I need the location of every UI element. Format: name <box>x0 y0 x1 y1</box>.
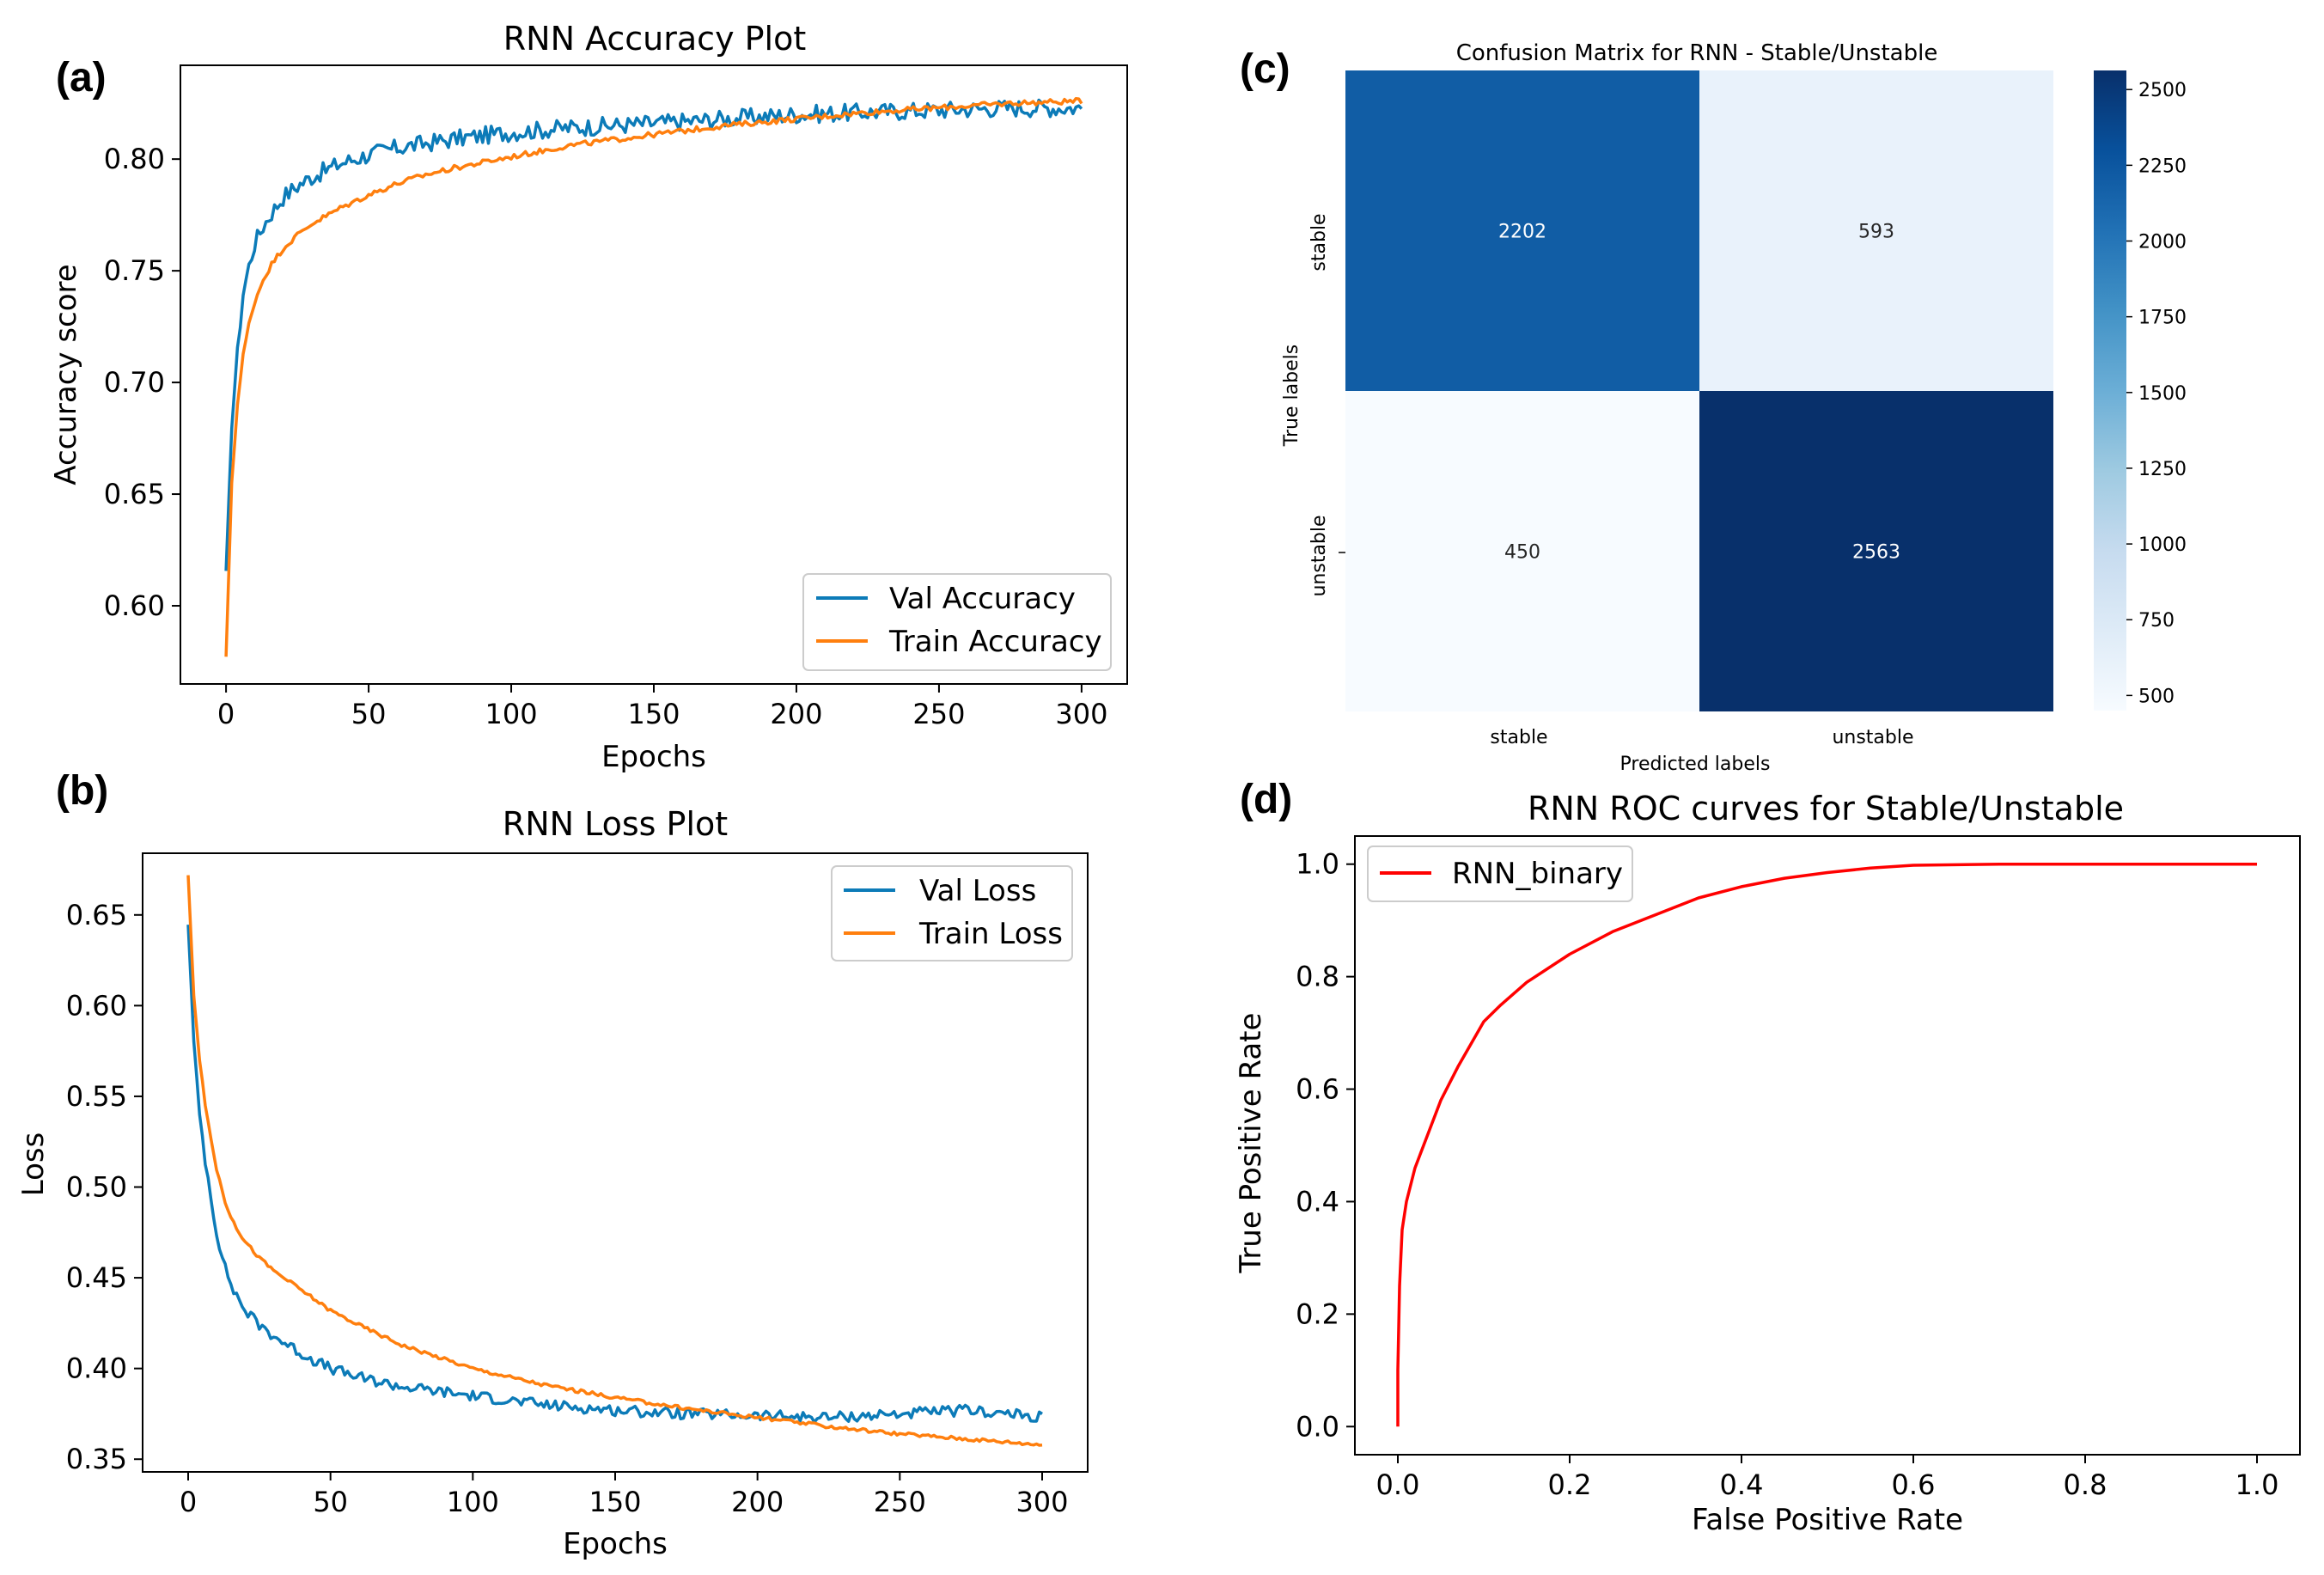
y-tick-label: 0.45 <box>66 1261 127 1294</box>
cm-x-axis-label: Predicted labels <box>1620 754 1771 775</box>
colorbar: 500 750 1000 1250 1500 1750 2000 2250 2500 <box>2094 70 2187 711</box>
cm-x-tick-unstable: unstable <box>1832 727 1913 748</box>
roc-chart-title: RNN ROC curves for Stable/Unstable <box>1528 790 2124 827</box>
legend-label-val-accuracy: Val Accuracy <box>889 582 1076 616</box>
x-tick-label: 0.8 <box>2064 1468 2107 1501</box>
confusion-matrix-title: Confusion Matrix for RNN - Stable/Unstab… <box>1456 40 1938 66</box>
accuracy-legend: Val Accuracy Train Accuracy <box>802 573 1112 671</box>
y-tick-label: 0.40 <box>66 1352 127 1385</box>
cm-cell-unstable-unstable <box>1699 391 2053 711</box>
loss-y-axis-label: Loss <box>16 1132 51 1197</box>
x-tick-label: 250 <box>874 1486 926 1518</box>
y-tick-label: 0.2 <box>1296 1297 1339 1330</box>
rnn-binary-line <box>1396 862 2257 1427</box>
cm-value-unstable-stable: 450 <box>1504 542 1540 564</box>
colorbar-gradient <box>2094 70 2126 711</box>
x-tick-label: 0 <box>217 698 235 730</box>
legend-label-rnn-binary: RNN_binary <box>1452 857 1623 891</box>
loss-chart-title: RNN Loss Plot <box>503 805 728 843</box>
cm-y-axis-label: True labels <box>1281 345 1302 447</box>
accuracy-chart: (a) RNN Accuracy Plot 0 50 100 150 200 250 300… <box>49 20 1128 774</box>
panel-label-b: (b) <box>56 768 108 814</box>
x-tick-label: 0.2 <box>1548 1468 1592 1501</box>
y-tick-label: 0.70 <box>104 366 165 399</box>
colorbar-tick-label: 1250 <box>2138 459 2187 480</box>
x-tick-label: 0.6 <box>1892 1468 1936 1501</box>
roc-chart: (d) RNN ROC curves for Stable/Unstable 0… <box>1234 777 2301 1537</box>
cm-cell-stable-stable <box>1345 70 1699 391</box>
roc-legend-box <box>1367 845 1633 902</box>
y-tick-label: 0.60 <box>104 589 165 622</box>
cm-value-stable-unstable: 593 <box>1858 222 1894 243</box>
panel-label-a: (a) <box>56 55 107 101</box>
colorbar-tick-label: 500 <box>2138 686 2175 707</box>
train-accuracy-line <box>224 96 1083 657</box>
x-tick-label: 50 <box>351 698 387 730</box>
roc-legend: RNN_binary <box>1367 845 1633 902</box>
x-tick-label: 0 <box>180 1486 197 1518</box>
x-tick-label: 200 <box>770 698 822 730</box>
loss-legend: Val Loss Train Loss <box>831 865 1073 961</box>
legend-label-train-accuracy: Train Accuracy <box>888 625 1102 659</box>
colorbar-tick-label: 750 <box>2138 610 2175 632</box>
train-loss-line <box>186 875 1043 1447</box>
x-tick-label: 100 <box>485 698 537 730</box>
val-loss-line <box>186 925 1043 1424</box>
roc-plot-frame <box>1354 835 2301 1456</box>
x-tick-label: 0.0 <box>1376 1468 1420 1501</box>
accuracy-legend-box <box>802 573 1112 671</box>
cm-y-tick-unstable: unstable <box>1308 515 1330 596</box>
val-accuracy-line <box>224 98 1083 571</box>
y-tick-label: 1.0 <box>1296 848 1339 881</box>
y-tick-label: 0.6 <box>1296 1073 1339 1106</box>
colorbar-tick-label: 1000 <box>2138 534 2187 556</box>
roc-y-axis-label: True Positive Rate <box>1234 1013 1268 1274</box>
cm-cell-stable-unstable <box>1699 70 2053 391</box>
cm-value-stable-stable: 2202 <box>1498 222 1546 243</box>
x-tick-label: 200 <box>731 1486 784 1518</box>
y-tick-label: 0.55 <box>66 1080 127 1113</box>
y-tick-label: 0.75 <box>104 254 165 287</box>
x-tick-label: 300 <box>1055 698 1107 730</box>
y-tick-label: 0.65 <box>66 899 127 931</box>
y-tick-label: 0.60 <box>66 989 127 1022</box>
cm-y-tick-stable: stable <box>1308 213 1330 271</box>
x-tick-label: 300 <box>1016 1486 1068 1518</box>
y-tick-label: 0.50 <box>66 1171 127 1204</box>
x-tick-label: 250 <box>912 698 965 730</box>
y-tick-label: 0.4 <box>1296 1185 1339 1218</box>
y-tick-label: 0.35 <box>66 1443 127 1475</box>
colorbar-tick-label: 2500 <box>2138 80 2187 101</box>
x-tick-label: 100 <box>447 1486 499 1518</box>
cm-value-unstable-unstable: 2563 <box>1852 542 1900 564</box>
accuracy-x-axis-label: Epochs <box>601 740 706 774</box>
accuracy-y-axis-label: Accuracy score <box>49 264 83 485</box>
legend-label-val-loss: Val Loss <box>919 874 1036 908</box>
panel-label-d: (d) <box>1240 777 1292 822</box>
x-tick-label: 1.0 <box>2236 1468 2279 1501</box>
y-tick-label: 0.80 <box>104 143 165 175</box>
panel-label-c: (c) <box>1240 46 1290 92</box>
x-tick-label: 50 <box>313 1486 348 1518</box>
y-tick-label: 0.8 <box>1296 961 1339 993</box>
loss-chart: (b) RNN Loss Plot 0 50 100 150 200 250 300 0.3… <box>16 768 1089 1561</box>
colorbar-tick-label: 1500 <box>2138 383 2187 405</box>
accuracy-chart-title: RNN Accuracy Plot <box>503 20 807 58</box>
y-tick-label: 0.65 <box>104 478 165 510</box>
x-tick-label: 150 <box>627 698 680 730</box>
legend-label-train-loss: Train Loss <box>918 917 1063 951</box>
x-tick-label: 0.4 <box>1720 1468 1764 1501</box>
roc-x-axis-label: False Positive Rate <box>1692 1503 1963 1537</box>
confusion-matrix: (c) Confusion Matrix for RNN - Stable/Un… <box>1240 40 2187 775</box>
loss-x-axis-label: Epochs <box>563 1527 668 1561</box>
colorbar-tick-label: 1750 <box>2138 308 2187 329</box>
x-tick-label: 150 <box>589 1486 641 1518</box>
cm-x-tick-stable: stable <box>1490 727 1547 748</box>
y-tick-label: 0.0 <box>1296 1410 1339 1443</box>
colorbar-tick-label: 2000 <box>2138 232 2187 253</box>
colorbar-tick-label: 2250 <box>2138 156 2187 177</box>
cm-cell-unstable-stable <box>1345 391 1699 711</box>
